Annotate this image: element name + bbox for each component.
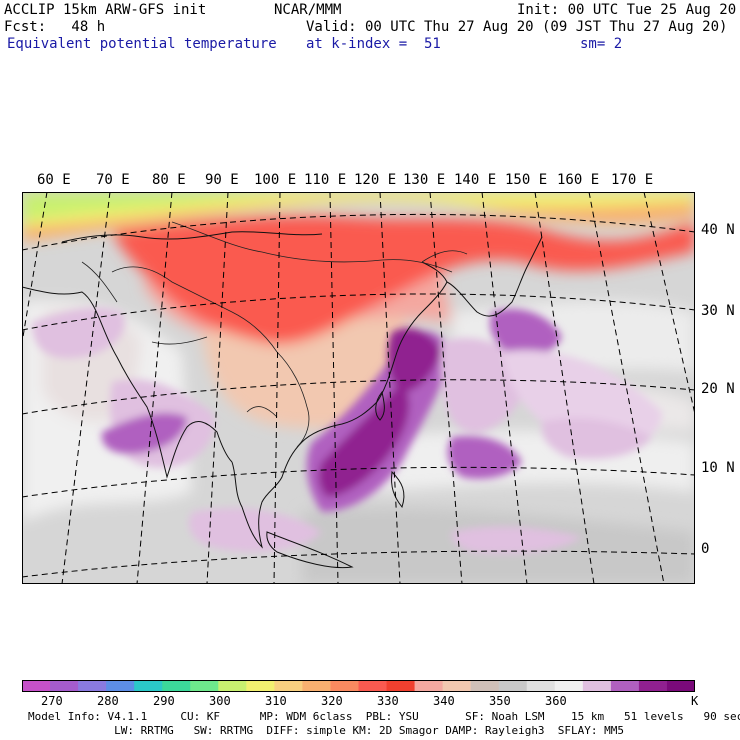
colorbar-swatch [134,680,163,692]
colorbar-swatch [358,680,388,692]
org-label: NCAR/MMM [274,2,342,18]
country-borders [81,221,468,448]
colorbar-swatch [610,680,640,692]
valid-time: Valid: 00 UTC Thu 27 Aug 20 (09 JST Thu … [306,19,728,35]
colorbar-label-310: 310 [265,694,287,708]
model-info-line2: LW: RRTMG SW: RRTMG DIFF: simple KM: 2D … [28,724,625,737]
colorbar-border [22,680,695,692]
level-index: at k-index = 51 [306,36,441,52]
colorbar-swatch [78,680,107,692]
lat-label-10n: 10 N [701,460,735,476]
colorbar-swatch [330,680,359,692]
lon-label-80e: 80 E [152,172,186,188]
colorbar-label-300: 300 [209,694,231,708]
colorbar-unit: K [691,694,699,708]
smoothing-label: sm= 2 [580,36,623,52]
lon-label-70e: 70 E [96,172,130,188]
colorbar-label-270: 270 [41,694,63,708]
field-name: Equivalent potential temperature [7,36,277,52]
lon-label-140e: 140 E [454,172,497,188]
model-info-line1: Model Info: V4.1.1 CU: KF MP: WDM 6class… [28,710,740,723]
colorbar-swatch [162,680,191,692]
lon-label-100e: 100 E [254,172,297,188]
colorbar-swatch [274,680,303,692]
colorbar-swatch [246,680,275,692]
colorbar-label-350: 350 [489,694,511,708]
lon-label-150e: 150 E [505,172,548,188]
colorbar-label-330: 330 [377,694,399,708]
lat-label-0: 0 [701,541,710,557]
colorbar-swatch [50,680,79,692]
lon-label-170e: 170 E [611,172,654,188]
colorbar [22,680,695,692]
lon-label-60e: 60 E [37,172,71,188]
lat-label-40n: 40 N [701,222,735,238]
lon-label-110e: 110 E [304,172,347,188]
colorbar-swatch [190,680,219,692]
lat-label-30n: 30 N [701,303,735,319]
graticule [22,192,695,584]
colorbar-swatch [638,680,668,692]
model-title: ACCLIP 15km ARW-GFS init [4,2,207,18]
lat-label-20n: 20 N [701,381,735,397]
lon-label-90e: 90 E [205,172,239,188]
colorbar-swatch [498,680,528,692]
colorbar-label-290: 290 [153,694,175,708]
colorbar-swatch [666,680,695,692]
coastlines [22,231,543,569]
colorbar-swatch [526,680,556,692]
colorbar-label-360: 360 [545,694,567,708]
colorbar-swatch [302,680,331,692]
map-border [22,192,695,584]
init-time: Init: 00 UTC Tue 25 Aug 20 [517,2,737,18]
colorbar-swatch [554,680,584,692]
lon-label-120e: 120 E [354,172,397,188]
lon-label-130e: 130 E [403,172,446,188]
colorbar-swatch [22,680,51,692]
colorbar-swatch [414,680,444,692]
equivalent-potential-temperature-map [22,192,695,584]
lon-label-160e: 160 E [557,172,600,188]
forecast-hour: Fcst: 48 h [4,19,106,35]
colorbar-label-320: 320 [321,694,343,708]
colorbar-label-280: 280 [97,694,119,708]
colorbar-swatch [386,680,416,692]
colorbar-swatch [470,680,500,692]
colorbar-swatch [106,680,135,692]
colorbar-swatch [218,680,247,692]
high-theta-e-regions [32,307,662,554]
colorbar-label-340: 340 [433,694,455,708]
colorbar-swatch [442,680,472,692]
colorbar-swatch [582,680,612,692]
